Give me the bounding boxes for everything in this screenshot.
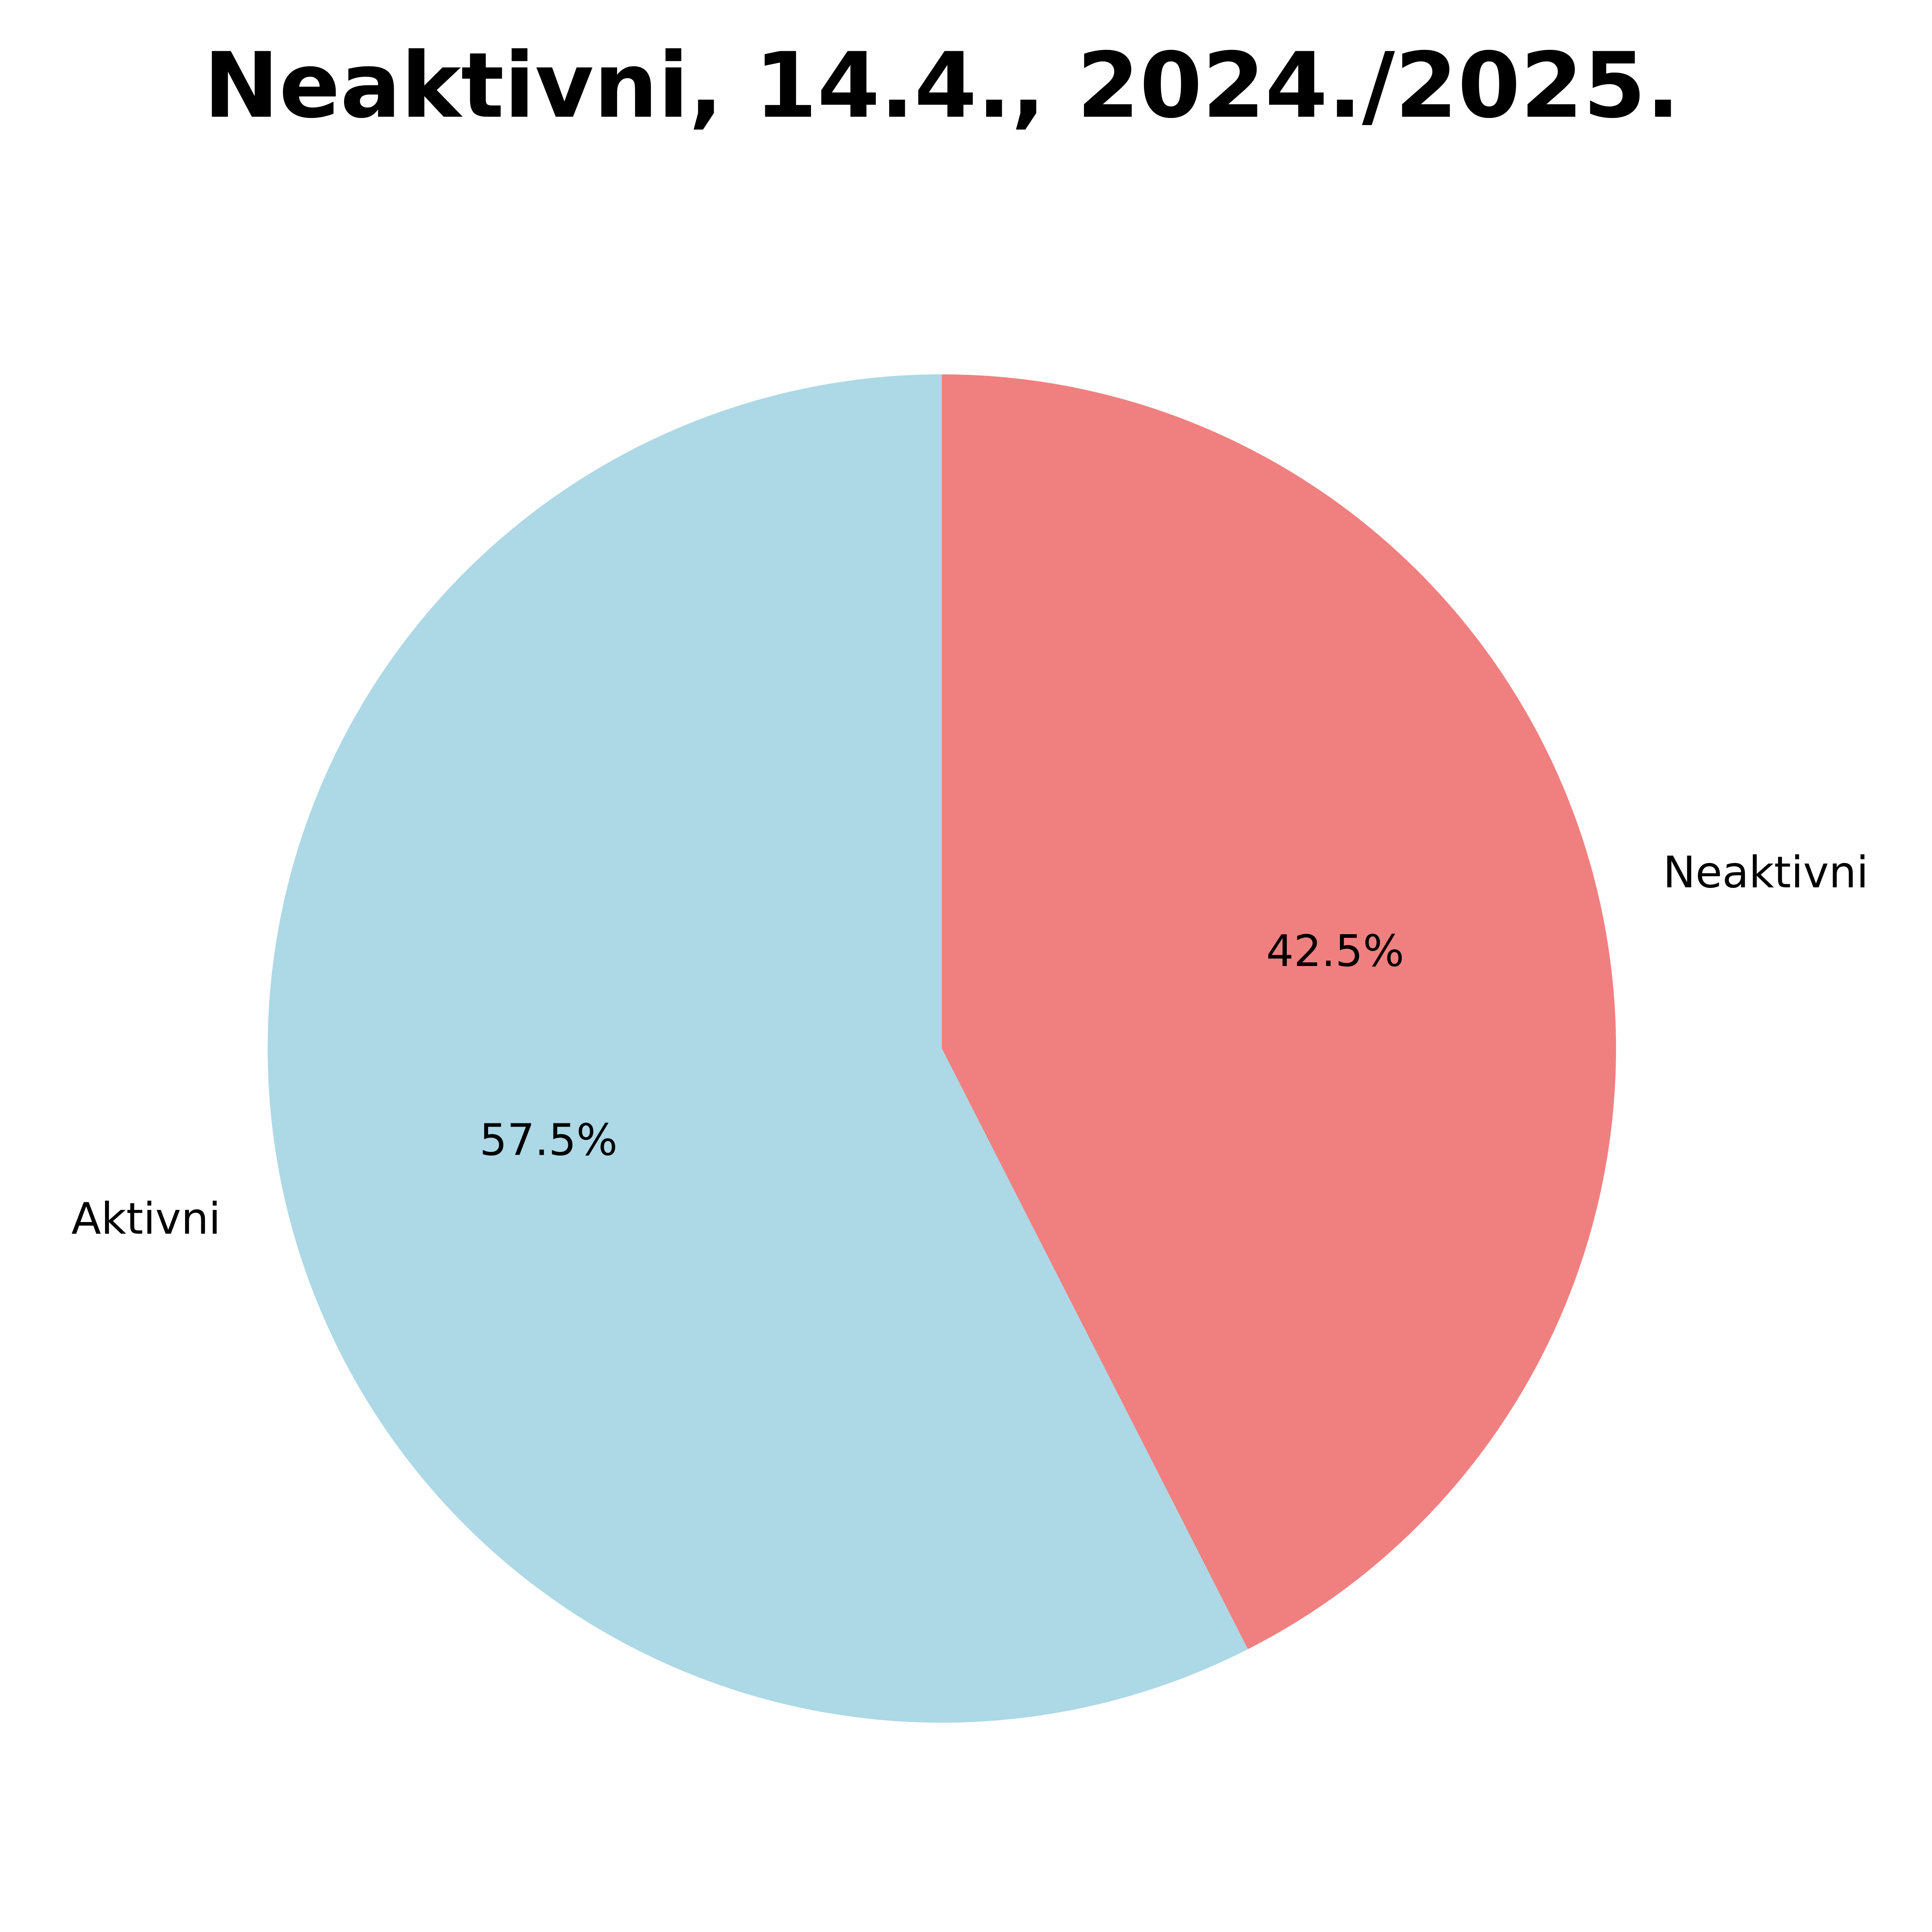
pie-slices <box>267 374 1616 1723</box>
percent-label-aktivni: 57.5% <box>479 1115 617 1165</box>
slice-label-neaktivni: Neaktivni <box>1663 848 1869 898</box>
pie-slice-neaktivni <box>942 374 1616 1649</box>
percent-label-neaktivni: 42.5% <box>1266 926 1404 976</box>
pie-slice-aktivni <box>267 374 1248 1723</box>
pie-labels: Neaktivni 42.5% Aktivni 57.5% <box>71 848 1868 1244</box>
chart-title: Neaktivni, 14.4., 2024./2025. <box>204 33 1680 138</box>
slice-label-aktivni: Aktivni <box>71 1194 221 1244</box>
